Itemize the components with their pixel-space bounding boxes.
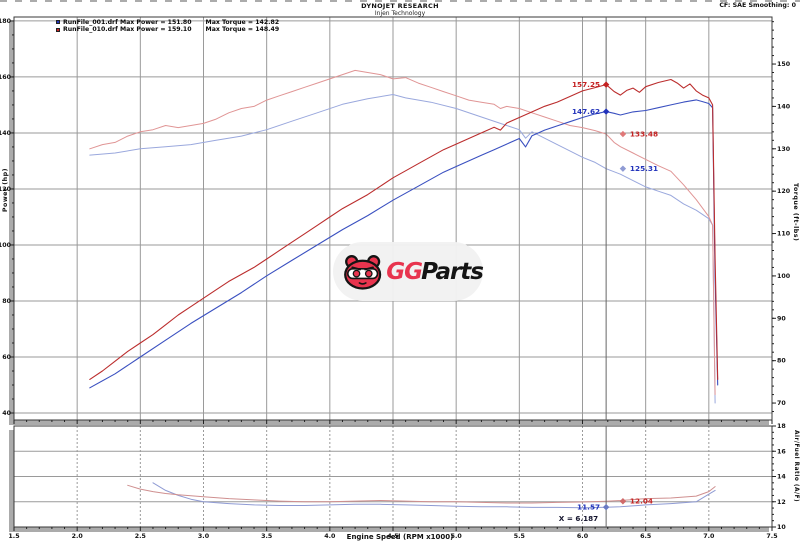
svg-text:2.0: 2.0	[72, 533, 84, 540]
run1-file-label: RunFile_001.drf	[63, 18, 118, 26]
series-torque_blue_001	[89, 94, 716, 404]
run2-color-swatch	[56, 27, 60, 32]
afr-axis-title: Air/Fuel Ratio (A/F)	[793, 430, 799, 503]
svg-text:2.5: 2.5	[135, 533, 146, 540]
svg-text:10: 10	[777, 524, 786, 531]
chart-title: DYNOJET RESEARCH	[361, 2, 439, 10]
svg-text:150: 150	[777, 61, 791, 68]
svg-text:160: 160	[0, 74, 12, 81]
series-torque_red_010	[89, 69, 716, 396]
callout-marker-11.57	[602, 503, 610, 511]
callout-value-11.57: 11.57	[577, 503, 600, 512]
svg-text:18: 18	[777, 423, 786, 430]
series-afr_red_010	[127, 484, 716, 504]
svg-text:1.5: 1.5	[8, 533, 19, 540]
run2-file-label: RunFile_010.drf	[63, 26, 118, 34]
callout-value-157.25: 157.25	[572, 80, 600, 89]
legend-row-run1[interactable]: RunFile_001.drf Max Power = 151.80 Max T…	[56, 19, 279, 26]
watermark-gg-text: GG	[386, 258, 423, 285]
svg-text:12: 12	[777, 499, 786, 506]
svg-text:120: 120	[777, 188, 791, 195]
callout-marker-125.31	[619, 165, 627, 172]
svg-text:14: 14	[777, 474, 786, 481]
run1-max-torque: Max Torque = 142.82	[205, 18, 280, 26]
series-power_blue_001	[89, 99, 719, 389]
svg-text:80: 80	[2, 298, 11, 305]
series-power_red_010	[89, 78, 719, 380]
svg-text:100: 100	[777, 273, 791, 280]
svg-text:180: 180	[0, 18, 12, 25]
rpm-axis-title: Engine Speed (RPM x1000)	[346, 533, 454, 541]
chart-subtitle: Injen Technology	[374, 9, 426, 17]
svg-text:60: 60	[2, 354, 11, 361]
svg-text:3.5: 3.5	[261, 533, 272, 540]
callout-marker-147.62	[602, 108, 610, 115]
svg-text:3.0: 3.0	[198, 533, 210, 540]
run2-max-power: Max Power = 159.10	[119, 26, 192, 34]
callout-value-147.62: 147.62	[572, 107, 600, 116]
svg-text:140: 140	[0, 130, 12, 137]
run1-color-swatch	[56, 20, 60, 25]
svg-text:5.5: 5.5	[514, 533, 525, 540]
cursor-x-label: X = 6.187	[559, 514, 598, 523]
callout-value-12.04: 12.04	[630, 497, 653, 506]
svg-text:140: 140	[777, 103, 791, 110]
correction-smoothing-text: CF: SAE Smoothing: 0	[719, 2, 796, 9]
callout-value-133.48: 133.48	[630, 130, 658, 139]
callout-marker-133.48	[619, 130, 627, 138]
svg-text:5.0: 5.0	[451, 533, 463, 540]
svg-text:7.0: 7.0	[703, 533, 715, 540]
callout-value-125.31: 125.31	[630, 164, 658, 173]
callout-marker-157.25	[602, 81, 610, 88]
ggparts-watermark: GG Parts	[333, 242, 484, 301]
top-edge-decoration	[0, 0, 800, 2]
svg-text:80: 80	[777, 358, 786, 365]
legend-row-run2[interactable]: RunFile_010.drf Max Power = 159.10 Max T…	[56, 26, 280, 34]
svg-text:100: 100	[0, 242, 12, 249]
svg-text:6.0: 6.0	[577, 533, 589, 540]
svg-text:70: 70	[777, 400, 786, 407]
watermark-parts-text: Parts	[421, 258, 484, 285]
svg-text:110: 110	[777, 231, 791, 238]
ggparts-bear-icon	[344, 254, 382, 290]
torque-axis-title: Torque (ft-lbs)	[792, 183, 799, 242]
svg-text:120: 120	[0, 186, 12, 193]
svg-text:4.5: 4.5	[387, 533, 398, 540]
power-axis-title: Power (hp)	[2, 168, 9, 213]
svg-text:40: 40	[2, 410, 11, 417]
run-legend: RunFile_001.drf Max Power = 151.80 Max T…	[56, 19, 279, 34]
run1-max-power: Max Power = 151.80	[119, 18, 192, 26]
svg-text:16: 16	[777, 448, 786, 455]
run2-max-torque: Max Torque = 148.49	[205, 26, 280, 34]
svg-text:4.0: 4.0	[324, 533, 336, 540]
svg-text:6.5: 6.5	[640, 533, 651, 540]
svg-text:130: 130	[777, 146, 791, 153]
callout-marker-12.04	[619, 498, 627, 505]
series-afr_blue_001	[152, 482, 716, 509]
svg-text:7.5: 7.5	[766, 533, 777, 540]
svg-text:90: 90	[777, 315, 786, 322]
